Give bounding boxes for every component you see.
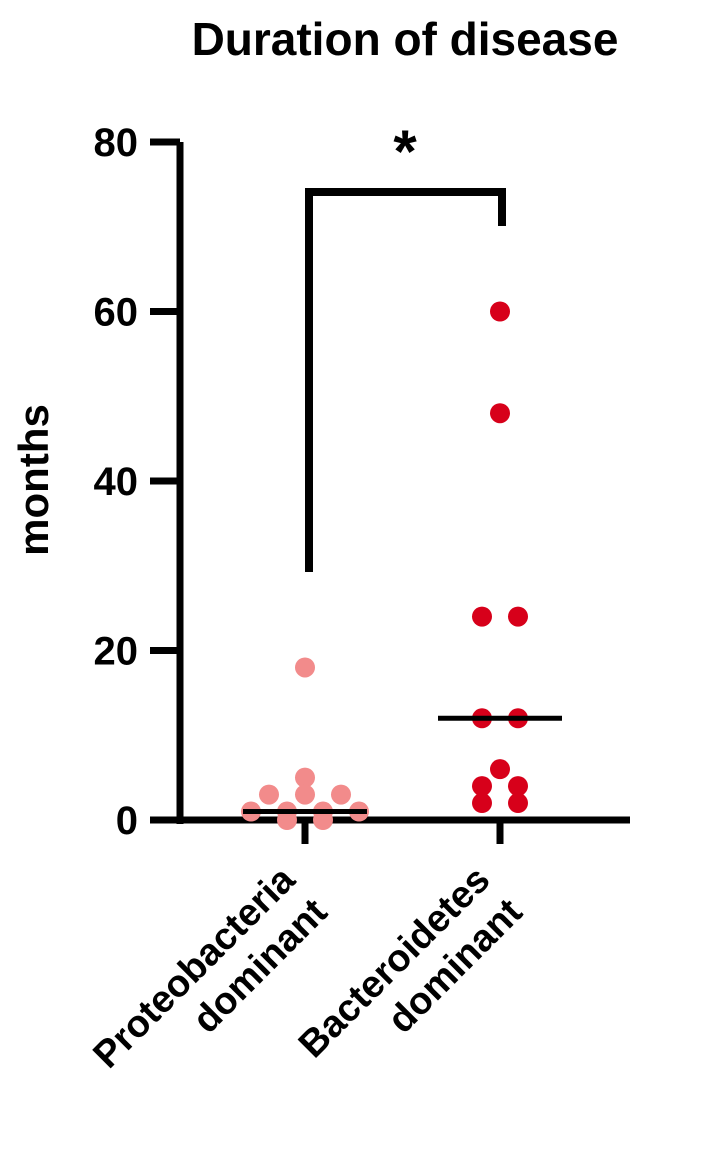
- data-point: [331, 784, 351, 805]
- data-point: [472, 776, 492, 797]
- data-point: [259, 784, 279, 805]
- y-tick-label: 40: [94, 460, 139, 504]
- significance-bracket: [305, 188, 506, 572]
- x-tick-label: Proteobacteriadominant: [86, 858, 337, 1109]
- data-point: [508, 776, 528, 797]
- y-axis-label: months: [10, 404, 57, 556]
- y-tick-label: 80: [94, 121, 139, 165]
- data-point: [508, 606, 528, 627]
- data-point: [295, 784, 315, 805]
- data-point: [490, 301, 510, 322]
- data-point: [295, 657, 315, 678]
- y-tick-label: 20: [94, 630, 139, 674]
- data-point: [472, 793, 492, 814]
- data-point: [277, 810, 297, 830]
- data-point: [313, 810, 333, 830]
- y-tick-label: 60: [94, 291, 139, 335]
- data-point: [490, 759, 510, 780]
- y-tick-label: 0: [116, 799, 138, 843]
- x-tick-label: Bacteroidetesdominant: [291, 858, 531, 1098]
- data-point: [472, 606, 492, 627]
- chart-title: Duration of disease: [192, 13, 619, 65]
- significance-annotation: *: [393, 118, 417, 185]
- data-point: [295, 767, 315, 788]
- data-point: [490, 403, 510, 424]
- data-point: [508, 793, 528, 814]
